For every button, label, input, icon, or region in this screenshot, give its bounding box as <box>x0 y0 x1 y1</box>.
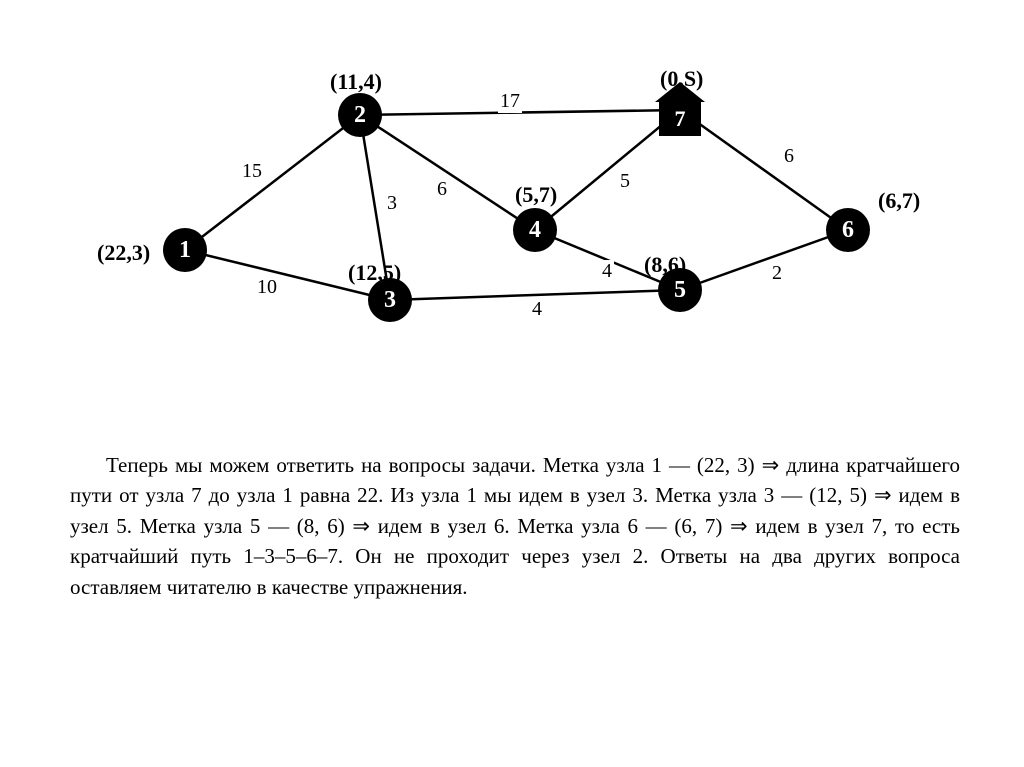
edge-5-6 <box>680 230 848 290</box>
edge-weight-2-4: 6 <box>435 178 449 201</box>
node-label-1: (22,3) <box>97 240 150 266</box>
edge-weight-2-3: 3 <box>385 192 399 215</box>
node-1: 1 <box>163 228 207 272</box>
edge-weight-6-7: 6 <box>782 145 796 168</box>
edge-weight-4-7: 5 <box>618 170 632 193</box>
node-label-4: (5,7) <box>515 182 557 208</box>
edge-weight-3-5: 4 <box>530 298 544 321</box>
node-6: 6 <box>826 208 870 252</box>
edge-1-2 <box>185 115 360 250</box>
graph-diagram: 15103617445261(22,3)2(11,4)3(12,5)4(5,7)… <box>90 70 940 370</box>
node-2: 2 <box>338 93 382 137</box>
edge-weight-1-2: 15 <box>240 160 264 183</box>
edge-6-7 <box>680 110 848 230</box>
node-label-7: (0,S) <box>660 66 703 92</box>
edge-weight-5-6: 2 <box>770 262 784 285</box>
node-4: 4 <box>513 208 557 252</box>
node-id-7: 7 <box>659 102 701 136</box>
node-7: 7 <box>655 86 705 136</box>
node-label-2: (11,4) <box>330 69 382 95</box>
node-label-6: (6,7) <box>878 188 920 214</box>
node-label-5: (8,6) <box>644 252 686 278</box>
node-label-3: (12,5) <box>348 260 401 286</box>
edge-weight-2-7: 17 <box>498 90 522 113</box>
edge-weight-1-3: 10 <box>255 276 279 299</box>
explanation-paragraph: Теперь мы можем ответить на вопросы зада… <box>70 450 960 602</box>
edge-weight-4-5: 4 <box>600 260 614 283</box>
paragraph-text: Теперь мы можем ответить на вопросы зада… <box>70 453 960 599</box>
